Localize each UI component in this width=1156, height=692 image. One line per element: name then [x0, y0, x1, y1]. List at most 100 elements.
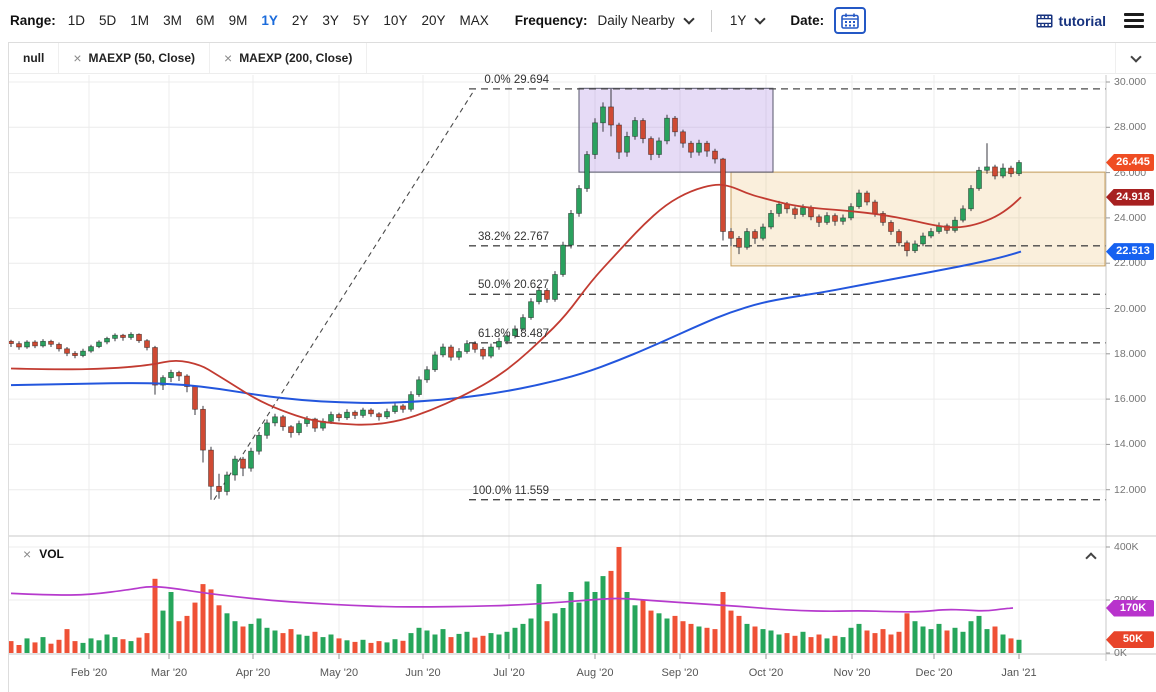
candle-body — [904, 242, 910, 252]
candle-body — [744, 231, 750, 248]
volume-bar — [160, 610, 166, 653]
candle-body — [832, 215, 838, 222]
x-axis-label: Nov '20 — [833, 667, 871, 679]
volume-bar — [264, 627, 270, 653]
close-icon[interactable]: × — [73, 50, 82, 66]
fib-label: 61.8% 18.487 — [478, 327, 549, 340]
frequency-dropdown[interactable]: Frequency: Daily Nearby — [515, 12, 695, 28]
period-dropdown[interactable]: 1Y — [729, 12, 766, 28]
close-icon[interactable]: × — [23, 546, 32, 562]
volume-bar — [24, 638, 30, 653]
candle-body — [480, 348, 486, 357]
range-20y[interactable]: 20Y — [421, 13, 446, 28]
volume-bar — [168, 592, 174, 653]
volume-bar — [1000, 634, 1006, 653]
candle-body — [672, 117, 678, 133]
volume-bar — [440, 629, 446, 653]
volume-bar — [9, 641, 14, 653]
menu-icon[interactable] — [1122, 11, 1146, 30]
candle-body — [264, 422, 270, 436]
ma50-line — [10, 183, 1022, 426]
candle-body — [384, 411, 390, 418]
calendar-button[interactable] — [834, 7, 867, 34]
volume-bar — [944, 630, 950, 653]
candle-body — [920, 235, 926, 245]
candle-body — [824, 215, 830, 223]
legend-item-null[interactable]: null — [9, 43, 60, 73]
collapse-chart-button[interactable] — [1115, 43, 1156, 73]
volume-bar — [576, 602, 582, 653]
candle-body — [184, 375, 190, 387]
volume-bar — [296, 634, 302, 653]
candle-body — [640, 120, 646, 139]
period-value[interactable]: 1Y — [729, 13, 747, 28]
candle-body — [856, 192, 862, 207]
candle-body — [232, 458, 238, 476]
range-5y[interactable]: 5Y — [352, 13, 370, 28]
range-1d[interactable]: 1D — [67, 13, 86, 28]
chevron-down-icon — [1130, 51, 1142, 63]
ma200-line — [10, 250, 1022, 404]
tutorial-link[interactable]: tutorial — [1036, 13, 1106, 29]
candle-body — [176, 372, 182, 377]
expand-volume-button[interactable] — [1077, 549, 1097, 567]
volume-bar — [728, 610, 734, 653]
range-1y[interactable]: 1Y — [261, 13, 278, 28]
range-5d[interactable]: 5D — [99, 13, 117, 28]
volume-bar — [232, 621, 238, 653]
volume-bar — [528, 618, 534, 653]
y-axis-label: 14.000 — [1114, 438, 1147, 451]
volume-axis-label: 400K — [1114, 541, 1139, 553]
candle-body — [488, 346, 494, 357]
volume-bar — [808, 637, 814, 653]
candle-body — [976, 169, 982, 189]
volume-bar — [320, 637, 326, 653]
candle-body — [896, 231, 902, 244]
volume-bar — [840, 637, 846, 653]
legend-item-maexp50[interactable]: × MAEXP (50, Close) — [59, 43, 210, 73]
volume-bar — [280, 633, 286, 653]
x-axis-label: Oct '20 — [748, 667, 784, 679]
candle-body — [536, 290, 542, 303]
candle-body — [568, 213, 574, 246]
candle-body — [40, 340, 46, 347]
legend-item-maexp200[interactable]: × MAEXP (200, Close) — [210, 43, 368, 73]
frequency-value[interactable]: Daily Nearby — [597, 13, 675, 28]
range-6m[interactable]: 6M — [195, 13, 215, 28]
volume-bar — [984, 629, 990, 653]
range-3m[interactable]: 3M — [163, 13, 182, 28]
candle-body — [64, 348, 70, 354]
volume-bar — [592, 592, 598, 653]
range-max[interactable]: MAX — [459, 13, 489, 28]
range-2y[interactable]: 2Y — [291, 13, 309, 28]
range-3y[interactable]: 3Y — [322, 13, 339, 28]
volume-bar — [1016, 639, 1022, 653]
toolbar: Range: 1D 5D 1M 3M 6M 9M 1Y 2Y 3Y 5Y 10Y 20Y MAX Fre… — [0, 0, 1156, 41]
candle-body — [760, 226, 766, 239]
close-icon[interactable]: × — [224, 50, 233, 66]
candle-body — [240, 458, 246, 469]
range-1m[interactable]: 1M — [130, 13, 150, 28]
candle-body — [48, 340, 54, 345]
candle-body — [456, 351, 462, 358]
volume-bar — [120, 639, 126, 653]
volume-bar — [904, 613, 910, 653]
y-axis-label: 30.000 — [1114, 76, 1147, 88]
candle-body — [96, 341, 102, 347]
volume-bar — [176, 621, 182, 653]
candle-body — [472, 343, 478, 350]
volume-bar — [456, 633, 462, 653]
candle-body — [768, 213, 774, 228]
candle-body — [368, 409, 374, 415]
candle-body — [816, 216, 822, 223]
range-9m[interactable]: 9M — [228, 13, 248, 28]
volume-bar — [104, 634, 110, 653]
candle-body — [544, 290, 550, 300]
range-10y[interactable]: 10Y — [383, 13, 408, 28]
candle-body — [24, 341, 30, 348]
volume-bar — [744, 623, 750, 653]
price-volume-chart[interactable] — [9, 75, 1156, 692]
y-axis-label: 24.000 — [1114, 211, 1147, 224]
candle-body — [968, 188, 974, 210]
volume-bar — [40, 637, 46, 653]
